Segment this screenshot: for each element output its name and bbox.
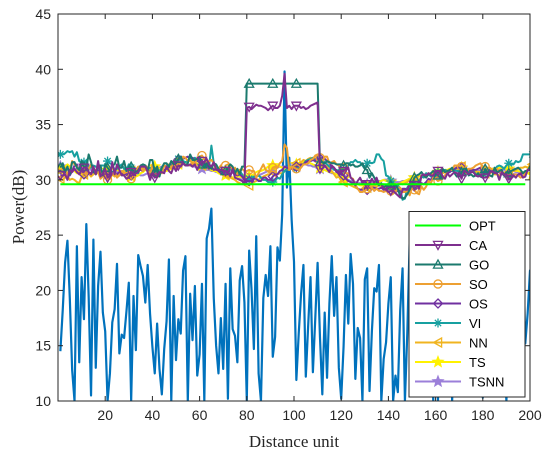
legend-item-ca: CA [415, 238, 487, 253]
y-tick-label: 20 [35, 282, 51, 298]
series-line-so [59, 143, 530, 197]
legend-label: TSNN [469, 375, 504, 390]
legend-label: SO [469, 277, 488, 292]
marker-ca [503, 174, 515, 185]
y-tick-label: 35 [35, 117, 51, 133]
legend-item-vi: VI [415, 316, 481, 331]
legend-item-nn: NN [415, 336, 488, 351]
x-axis-title: Distance unit [249, 432, 339, 451]
marker-ca [172, 161, 184, 172]
marker-os [243, 175, 255, 187]
x-tick-label: 160 [424, 407, 448, 423]
marker-go [361, 164, 373, 175]
x-tick-label: 180 [471, 407, 495, 423]
legend-marker [432, 240, 444, 251]
x-tick-label: 200 [518, 407, 542, 423]
legend-label: OS [469, 297, 488, 312]
marker-ca [290, 101, 302, 112]
legend-label: TS [469, 355, 486, 370]
marker-vi [244, 174, 254, 184]
marker-go [337, 159, 350, 170]
legend-label: CA [469, 238, 487, 253]
y-tick-label: 45 [35, 6, 51, 22]
marker-os [361, 184, 373, 196]
marker-vi [362, 158, 372, 168]
legend-marker [432, 298, 444, 309]
x-tick-label: 100 [282, 407, 306, 423]
legend-item-so: SO [415, 277, 488, 292]
legend-item-os: OS [415, 297, 488, 312]
y-tick-label: 30 [35, 172, 51, 188]
marker-go [479, 162, 491, 174]
legend-marker [433, 318, 443, 328]
marker-vi [58, 149, 65, 159]
marker-ca [101, 173, 114, 184]
marker-ca [314, 164, 326, 175]
marker-ca [479, 173, 491, 184]
legend-item-go: GO [415, 258, 489, 273]
marker-ca [267, 101, 279, 112]
marker-ca [455, 174, 468, 185]
legend-item-opt: OPT [415, 219, 496, 234]
marker-vi [480, 168, 490, 178]
y-tick-label: 15 [35, 338, 51, 354]
y-tick-label: 25 [35, 227, 51, 243]
x-tick-label: 80 [239, 407, 255, 423]
marker-go [125, 160, 137, 171]
y-tick-label: 40 [35, 61, 51, 77]
marker-vi [504, 158, 514, 168]
x-tick-label: 120 [330, 407, 354, 423]
legend-item-ts: TS [415, 355, 486, 370]
marker-go [78, 160, 90, 171]
legend-label: OPT [469, 219, 496, 234]
marker-ca [219, 166, 232, 177]
ticks-layer: 20 40 60 80 100 120 140 160 180 200 10 15 20 25 30 35 40… [35, 6, 541, 423]
marker-go [243, 77, 255, 88]
marker-ca [149, 173, 161, 184]
marker-ca [196, 156, 208, 167]
marker-vi [268, 177, 278, 187]
y-axis-title: Power(dB) [9, 170, 28, 245]
marker-ca [243, 102, 255, 113]
x-tick-label: 60 [192, 407, 208, 423]
marker-ca [337, 166, 350, 177]
legend-marker [432, 336, 443, 349]
data-layer [58, 70, 530, 401]
marker-ca [408, 181, 420, 192]
y-tick-label: 10 [35, 393, 51, 409]
marker-os [290, 161, 302, 173]
legend-label: NN [469, 336, 488, 351]
marker-ca [385, 186, 397, 197]
x-tick-label: 140 [377, 407, 401, 423]
marker-ca [78, 163, 90, 174]
legend-label: VI [469, 316, 481, 331]
series-line-ca [60, 72, 530, 199]
legend-marker [431, 355, 445, 368]
legend-item-tsnn: TSNN [415, 375, 504, 390]
marker-ts [525, 171, 530, 180]
legend: OPT CA GO SO OS VI NN TS TSNN [408, 211, 526, 398]
marker-nn [58, 173, 65, 185]
marker-go [267, 77, 279, 88]
x-tick-label: 20 [97, 407, 113, 423]
marker-os [267, 171, 279, 182]
x-tick-label: 40 [145, 407, 161, 423]
marker-go [101, 161, 114, 172]
marker-ca [432, 166, 444, 177]
marker-so [291, 164, 302, 174]
marker-go [290, 77, 302, 88]
legend-label: GO [469, 258, 489, 273]
legend-marker [431, 374, 445, 388]
marker-ca [125, 167, 137, 178]
marker-vi [103, 156, 113, 166]
marker-so [268, 162, 278, 173]
marker-go [432, 169, 444, 180]
legend-marker [433, 279, 443, 289]
legend-marker [432, 258, 444, 269]
